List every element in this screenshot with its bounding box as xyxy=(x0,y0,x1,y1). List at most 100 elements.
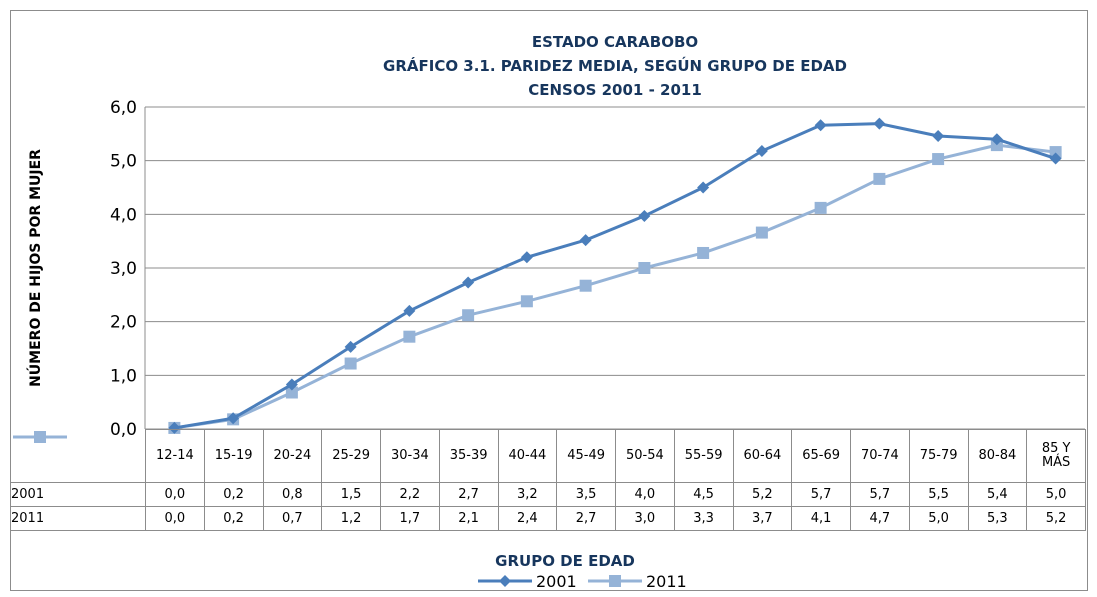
value-cell: 4,1 xyxy=(791,506,851,531)
value-cell: 5,7 xyxy=(791,482,851,507)
value-cell: 3,2 xyxy=(497,482,558,507)
series-row: 2011 0,0 0,2 0,7 1,2 1,7 2,1 2,4 2,7 3,0 3,3 3,7 4,1… xyxy=(10,430,1086,531)
marker xyxy=(520,295,533,308)
marker xyxy=(403,330,416,343)
marker xyxy=(579,279,592,292)
category-cell: 55-59 xyxy=(673,429,734,483)
value-cell: 3,7 xyxy=(732,506,793,531)
category-cell: 65-69 xyxy=(791,429,851,483)
series-cell: 2011 xyxy=(10,430,146,531)
category-cell: 20-24 xyxy=(262,429,323,483)
marker xyxy=(697,246,710,259)
value-cell: 0,7 xyxy=(262,506,323,531)
marker xyxy=(873,172,886,185)
legend-marker xyxy=(609,575,621,587)
marker xyxy=(462,276,475,289)
value-cell: 0,8 xyxy=(262,482,323,507)
value-cell: 1,2 xyxy=(321,506,381,531)
category-cell: 50-54 xyxy=(615,429,675,483)
y-tick-label: 1,0 xyxy=(110,366,137,386)
value-cell: 3,0 xyxy=(615,506,675,531)
category-cell: 25-29 xyxy=(321,429,381,483)
legend-label: 2001 xyxy=(536,572,577,591)
marker xyxy=(932,153,945,166)
series-cell: 2001 xyxy=(10,430,146,507)
category-cell: 70-74 xyxy=(850,429,910,483)
marker xyxy=(814,119,827,132)
category-cell: 85 Y MÁS xyxy=(1026,429,1086,483)
value-cell: 5,0 xyxy=(908,506,969,531)
chart-subtitle: GRÁFICO 3.1. PARIDEZ MEDIA, SEGÚN GRUPO … xyxy=(383,56,847,75)
value-cell: 2,7 xyxy=(438,482,499,507)
x-axis-title: GRUPO DE EDAD xyxy=(495,552,635,570)
value-cell: 3,3 xyxy=(673,506,734,531)
marker xyxy=(932,129,945,142)
value-cell: 3,5 xyxy=(556,482,616,507)
marker xyxy=(638,209,651,222)
marker xyxy=(403,304,416,317)
category-cell: 75-79 xyxy=(908,429,969,483)
value-cell: 0,2 xyxy=(203,482,264,507)
value-cell: 0,0 xyxy=(145,482,205,507)
value-cell: 1,5 xyxy=(321,482,381,507)
y-tick-label: 3,0 xyxy=(110,259,137,279)
series-line xyxy=(174,122,1057,430)
value-cell: 0,0 xyxy=(145,506,205,531)
marker xyxy=(285,378,298,391)
value-cell: 4,5 xyxy=(673,482,734,507)
marker xyxy=(755,226,768,239)
marker xyxy=(755,145,768,158)
value-cell: 5,2 xyxy=(1026,506,1086,531)
y-tick-label: 4,0 xyxy=(110,205,137,225)
category-cell: 12-14 xyxy=(145,429,205,483)
series-row: 2001 0,0 0,2 0,8 1,5 2,2 2,7 3,2 3,5 4,0 4,5 5,2 5,7… xyxy=(10,430,1086,507)
value-cell: 5,3 xyxy=(967,506,1028,531)
marker xyxy=(344,340,357,353)
marker xyxy=(1049,146,1062,159)
series-name: 2011 xyxy=(11,510,45,526)
value-cell: 4,0 xyxy=(615,482,675,507)
legend-marker xyxy=(499,575,511,587)
category-cell: 30-34 xyxy=(380,429,440,483)
marker xyxy=(1049,152,1062,165)
category-cell: 40-44 xyxy=(497,429,558,483)
legend: 2001 2011 xyxy=(478,572,687,591)
series-name: 2001 xyxy=(11,486,45,502)
value-cell: 5,7 xyxy=(850,482,910,507)
marker xyxy=(285,386,298,399)
header-row: 12-14 15-19 20-24 25-29 30-34 35-39 40-44 45-49… xyxy=(10,429,1086,483)
value-cell: 5,2 xyxy=(732,482,793,507)
marker xyxy=(579,234,592,247)
chart-subtitle: CENSOS 2001 - 2011 xyxy=(528,81,702,99)
category-cell: 15-19 xyxy=(203,429,264,483)
value-cell: 2,7 xyxy=(556,506,616,531)
category-cell: 35-39 xyxy=(438,429,499,483)
category-cell: 60-64 xyxy=(732,429,793,483)
y-tick-label: 5,0 xyxy=(110,152,137,172)
marker xyxy=(990,133,1003,146)
value-cell: 4,7 xyxy=(850,506,910,531)
marker xyxy=(873,117,886,130)
chart-title: ESTADO CARABOBO xyxy=(532,33,698,51)
value-cell: 2,4 xyxy=(497,506,558,531)
y-tick-label: 6,0 xyxy=(110,98,137,118)
marker xyxy=(697,181,710,194)
legend-label: 2011 xyxy=(646,572,687,591)
category-cell: 80-84 xyxy=(967,429,1028,483)
series-line xyxy=(174,143,1056,430)
marker xyxy=(814,201,827,214)
marker xyxy=(462,309,475,322)
marker xyxy=(227,412,240,425)
y-tick-label: 2,0 xyxy=(110,313,137,333)
value-cell: 5,4 xyxy=(967,482,1028,507)
value-cell: 2,1 xyxy=(438,506,499,531)
value-cell: 5,5 xyxy=(908,482,969,507)
marker xyxy=(520,251,533,264)
category-cell: 45-49 xyxy=(556,429,616,483)
marker xyxy=(344,357,357,370)
y-axis-title: NÚMERO DE HIJOS POR MUJER xyxy=(26,149,44,387)
data-table: 12-14 15-19 20-24 25-29 30-34 35-39 40-44 45-49… xyxy=(10,429,1086,531)
value-cell: 2,2 xyxy=(380,482,440,507)
value-cell: 1,7 xyxy=(380,506,440,531)
